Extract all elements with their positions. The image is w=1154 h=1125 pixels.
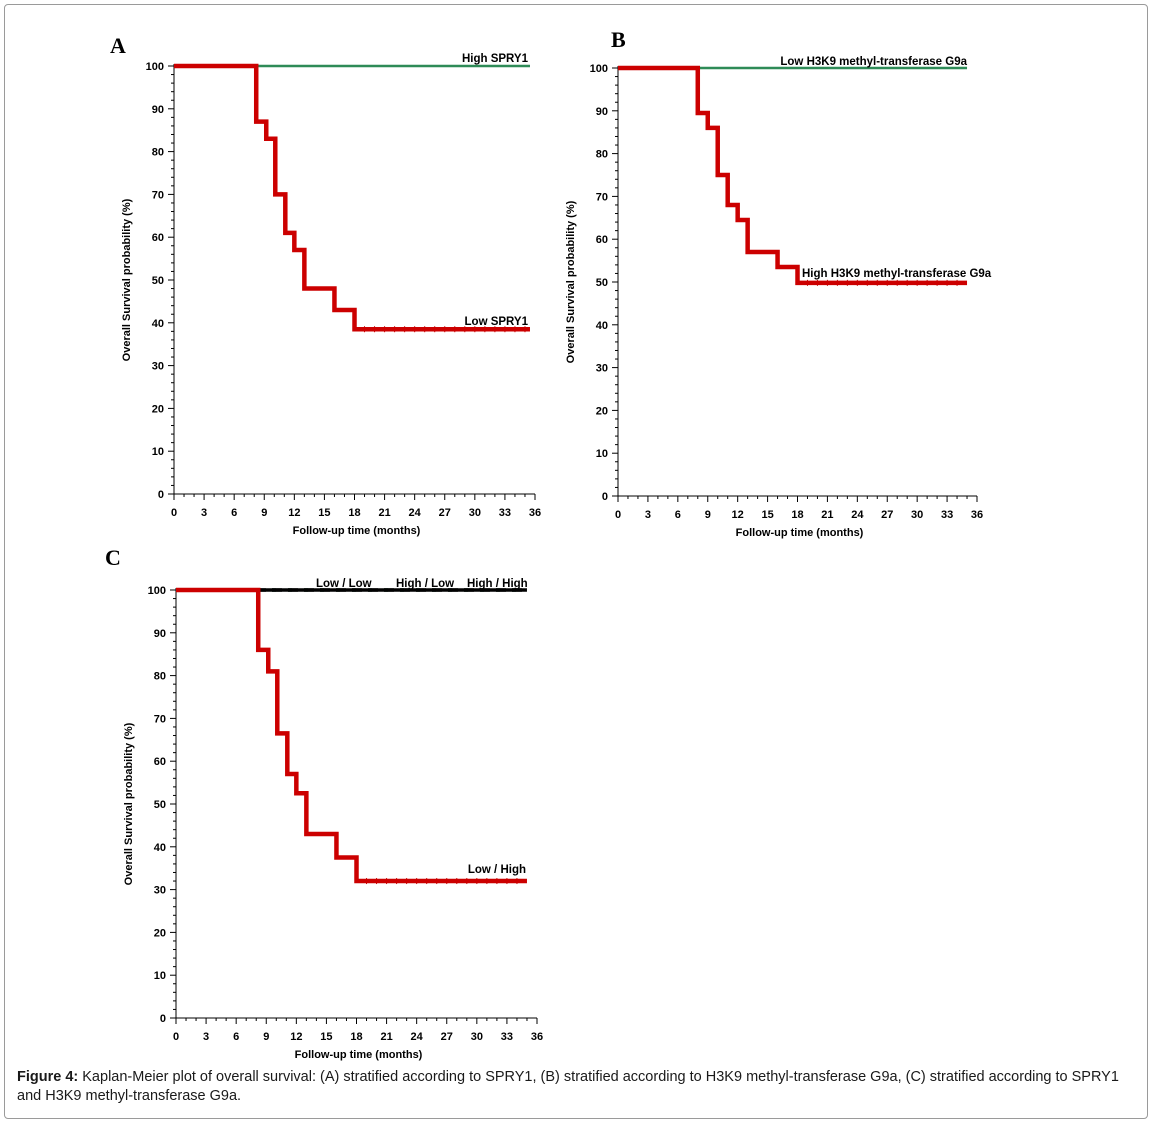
x-tick-label: 15 bbox=[320, 1031, 332, 1043]
x-tick-label: 27 bbox=[881, 509, 893, 521]
figure-caption: Figure 4: Kaplan-Meier plot of overall s… bbox=[17, 1068, 1142, 1106]
x-tick-label: 18 bbox=[791, 509, 803, 521]
series-label: High SPRY1 bbox=[462, 53, 529, 65]
caption-label: Figure 4: bbox=[17, 1069, 79, 1085]
x-tick-label: 0 bbox=[615, 509, 621, 521]
y-tick-label: 10 bbox=[152, 446, 164, 458]
x-tick-label: 33 bbox=[501, 1031, 513, 1043]
y-tick-label: 40 bbox=[152, 318, 164, 330]
x-axis-title: Follow-up time (months) bbox=[293, 525, 421, 537]
figure-frame bbox=[4, 4, 1148, 1119]
series-label: High / High bbox=[467, 578, 528, 590]
x-tick-label: 27 bbox=[441, 1031, 453, 1043]
y-tick-label: 0 bbox=[158, 489, 164, 501]
x-tick-label: 12 bbox=[290, 1031, 302, 1043]
y-tick-label: 10 bbox=[154, 970, 166, 982]
x-tick-label: 27 bbox=[439, 507, 451, 519]
y-tick-label: 40 bbox=[596, 320, 608, 332]
panel-label-b: B bbox=[611, 27, 626, 52]
y-tick-label: 80 bbox=[596, 149, 608, 161]
y-tick-label: 30 bbox=[154, 885, 166, 897]
y-tick-label: 20 bbox=[152, 403, 164, 415]
x-tick-label: 33 bbox=[499, 507, 511, 519]
y-tick-label: 60 bbox=[596, 234, 608, 246]
y-tick-label: 90 bbox=[152, 104, 164, 116]
x-tick-label: 9 bbox=[263, 1031, 269, 1043]
series-label: Low H3K9 methyl-transferase G9a bbox=[780, 56, 967, 68]
x-tick-label: 15 bbox=[318, 507, 330, 519]
x-tick-label: 15 bbox=[761, 509, 773, 521]
x-tick-label: 24 bbox=[851, 509, 864, 521]
series-line bbox=[174, 63, 530, 332]
x-tick-label: 36 bbox=[971, 509, 983, 521]
x-tick-label: 18 bbox=[350, 1031, 362, 1043]
x-tick-label: 36 bbox=[529, 507, 541, 519]
x-tick-label: 3 bbox=[203, 1031, 209, 1043]
y-tick-label: 90 bbox=[596, 106, 608, 118]
y-tick-label: 50 bbox=[152, 275, 164, 287]
x-tick-label: 30 bbox=[469, 507, 481, 519]
series-label: High H3K9 methyl-transferase G9a bbox=[802, 268, 992, 280]
y-tick-label: 20 bbox=[154, 927, 166, 939]
x-tick-label: 3 bbox=[201, 507, 207, 519]
series-label: High / Low bbox=[396, 578, 454, 590]
panel-label-a: A bbox=[110, 33, 126, 58]
x-axis-title: Follow-up time (months) bbox=[736, 527, 864, 539]
x-tick-label: 36 bbox=[531, 1031, 543, 1043]
series-label: Low / High bbox=[468, 864, 526, 876]
x-tick-label: 12 bbox=[288, 507, 300, 519]
caption-text: Kaplan-Meier plot of overall survival: (… bbox=[17, 1069, 1119, 1104]
y-tick-label: 30 bbox=[596, 363, 608, 375]
panel-label-c: C bbox=[105, 545, 121, 570]
x-tick-label: 30 bbox=[471, 1031, 483, 1043]
y-tick-label: 70 bbox=[596, 191, 608, 203]
x-tick-label: 33 bbox=[941, 509, 953, 521]
x-tick-label: 30 bbox=[911, 509, 923, 521]
series-line bbox=[618, 65, 968, 286]
x-tick-label: 9 bbox=[705, 509, 711, 521]
x-tick-label: 21 bbox=[380, 1031, 392, 1043]
x-tick-label: 24 bbox=[409, 507, 422, 519]
x-tick-label: 9 bbox=[261, 507, 267, 519]
y-axis-title: Overall Survival probability (%) bbox=[565, 200, 577, 363]
y-tick-label: 30 bbox=[152, 361, 164, 373]
y-tick-label: 40 bbox=[154, 842, 166, 854]
y-tick-label: 80 bbox=[154, 671, 166, 683]
y-tick-label: 100 bbox=[148, 585, 166, 597]
y-tick-label: 20 bbox=[596, 405, 608, 417]
y-tick-label: 50 bbox=[154, 799, 166, 811]
x-tick-label: 21 bbox=[378, 507, 390, 519]
y-tick-label: 100 bbox=[146, 61, 164, 73]
y-axis-title: Overall Survival probability (%) bbox=[121, 198, 133, 361]
y-tick-label: 70 bbox=[154, 713, 166, 725]
y-tick-label: 10 bbox=[596, 448, 608, 460]
y-tick-label: 50 bbox=[596, 277, 608, 289]
y-tick-label: 70 bbox=[152, 189, 164, 201]
x-axis-title: Follow-up time (months) bbox=[295, 1049, 423, 1061]
x-tick-label: 24 bbox=[411, 1031, 424, 1043]
series-label: Low / Low bbox=[316, 578, 372, 590]
series-label: Low SPRY1 bbox=[465, 316, 529, 328]
y-tick-label: 60 bbox=[152, 232, 164, 244]
x-tick-label: 6 bbox=[675, 509, 681, 521]
y-tick-label: 0 bbox=[602, 491, 608, 503]
y-tick-label: 80 bbox=[152, 147, 164, 159]
x-tick-label: 12 bbox=[732, 509, 744, 521]
x-tick-label: 0 bbox=[173, 1031, 179, 1043]
y-axis-title: Overall Survival probability (%) bbox=[123, 722, 135, 885]
x-tick-label: 18 bbox=[348, 507, 360, 519]
x-tick-label: 0 bbox=[171, 507, 177, 519]
y-tick-label: 0 bbox=[160, 1013, 166, 1025]
x-tick-label: 6 bbox=[231, 507, 237, 519]
y-tick-label: 90 bbox=[154, 628, 166, 640]
y-tick-label: 60 bbox=[154, 756, 166, 768]
series-line bbox=[176, 587, 527, 884]
y-tick-label: 100 bbox=[590, 63, 608, 75]
x-tick-label: 21 bbox=[821, 509, 833, 521]
x-tick-label: 6 bbox=[233, 1031, 239, 1043]
x-tick-label: 3 bbox=[645, 509, 651, 521]
